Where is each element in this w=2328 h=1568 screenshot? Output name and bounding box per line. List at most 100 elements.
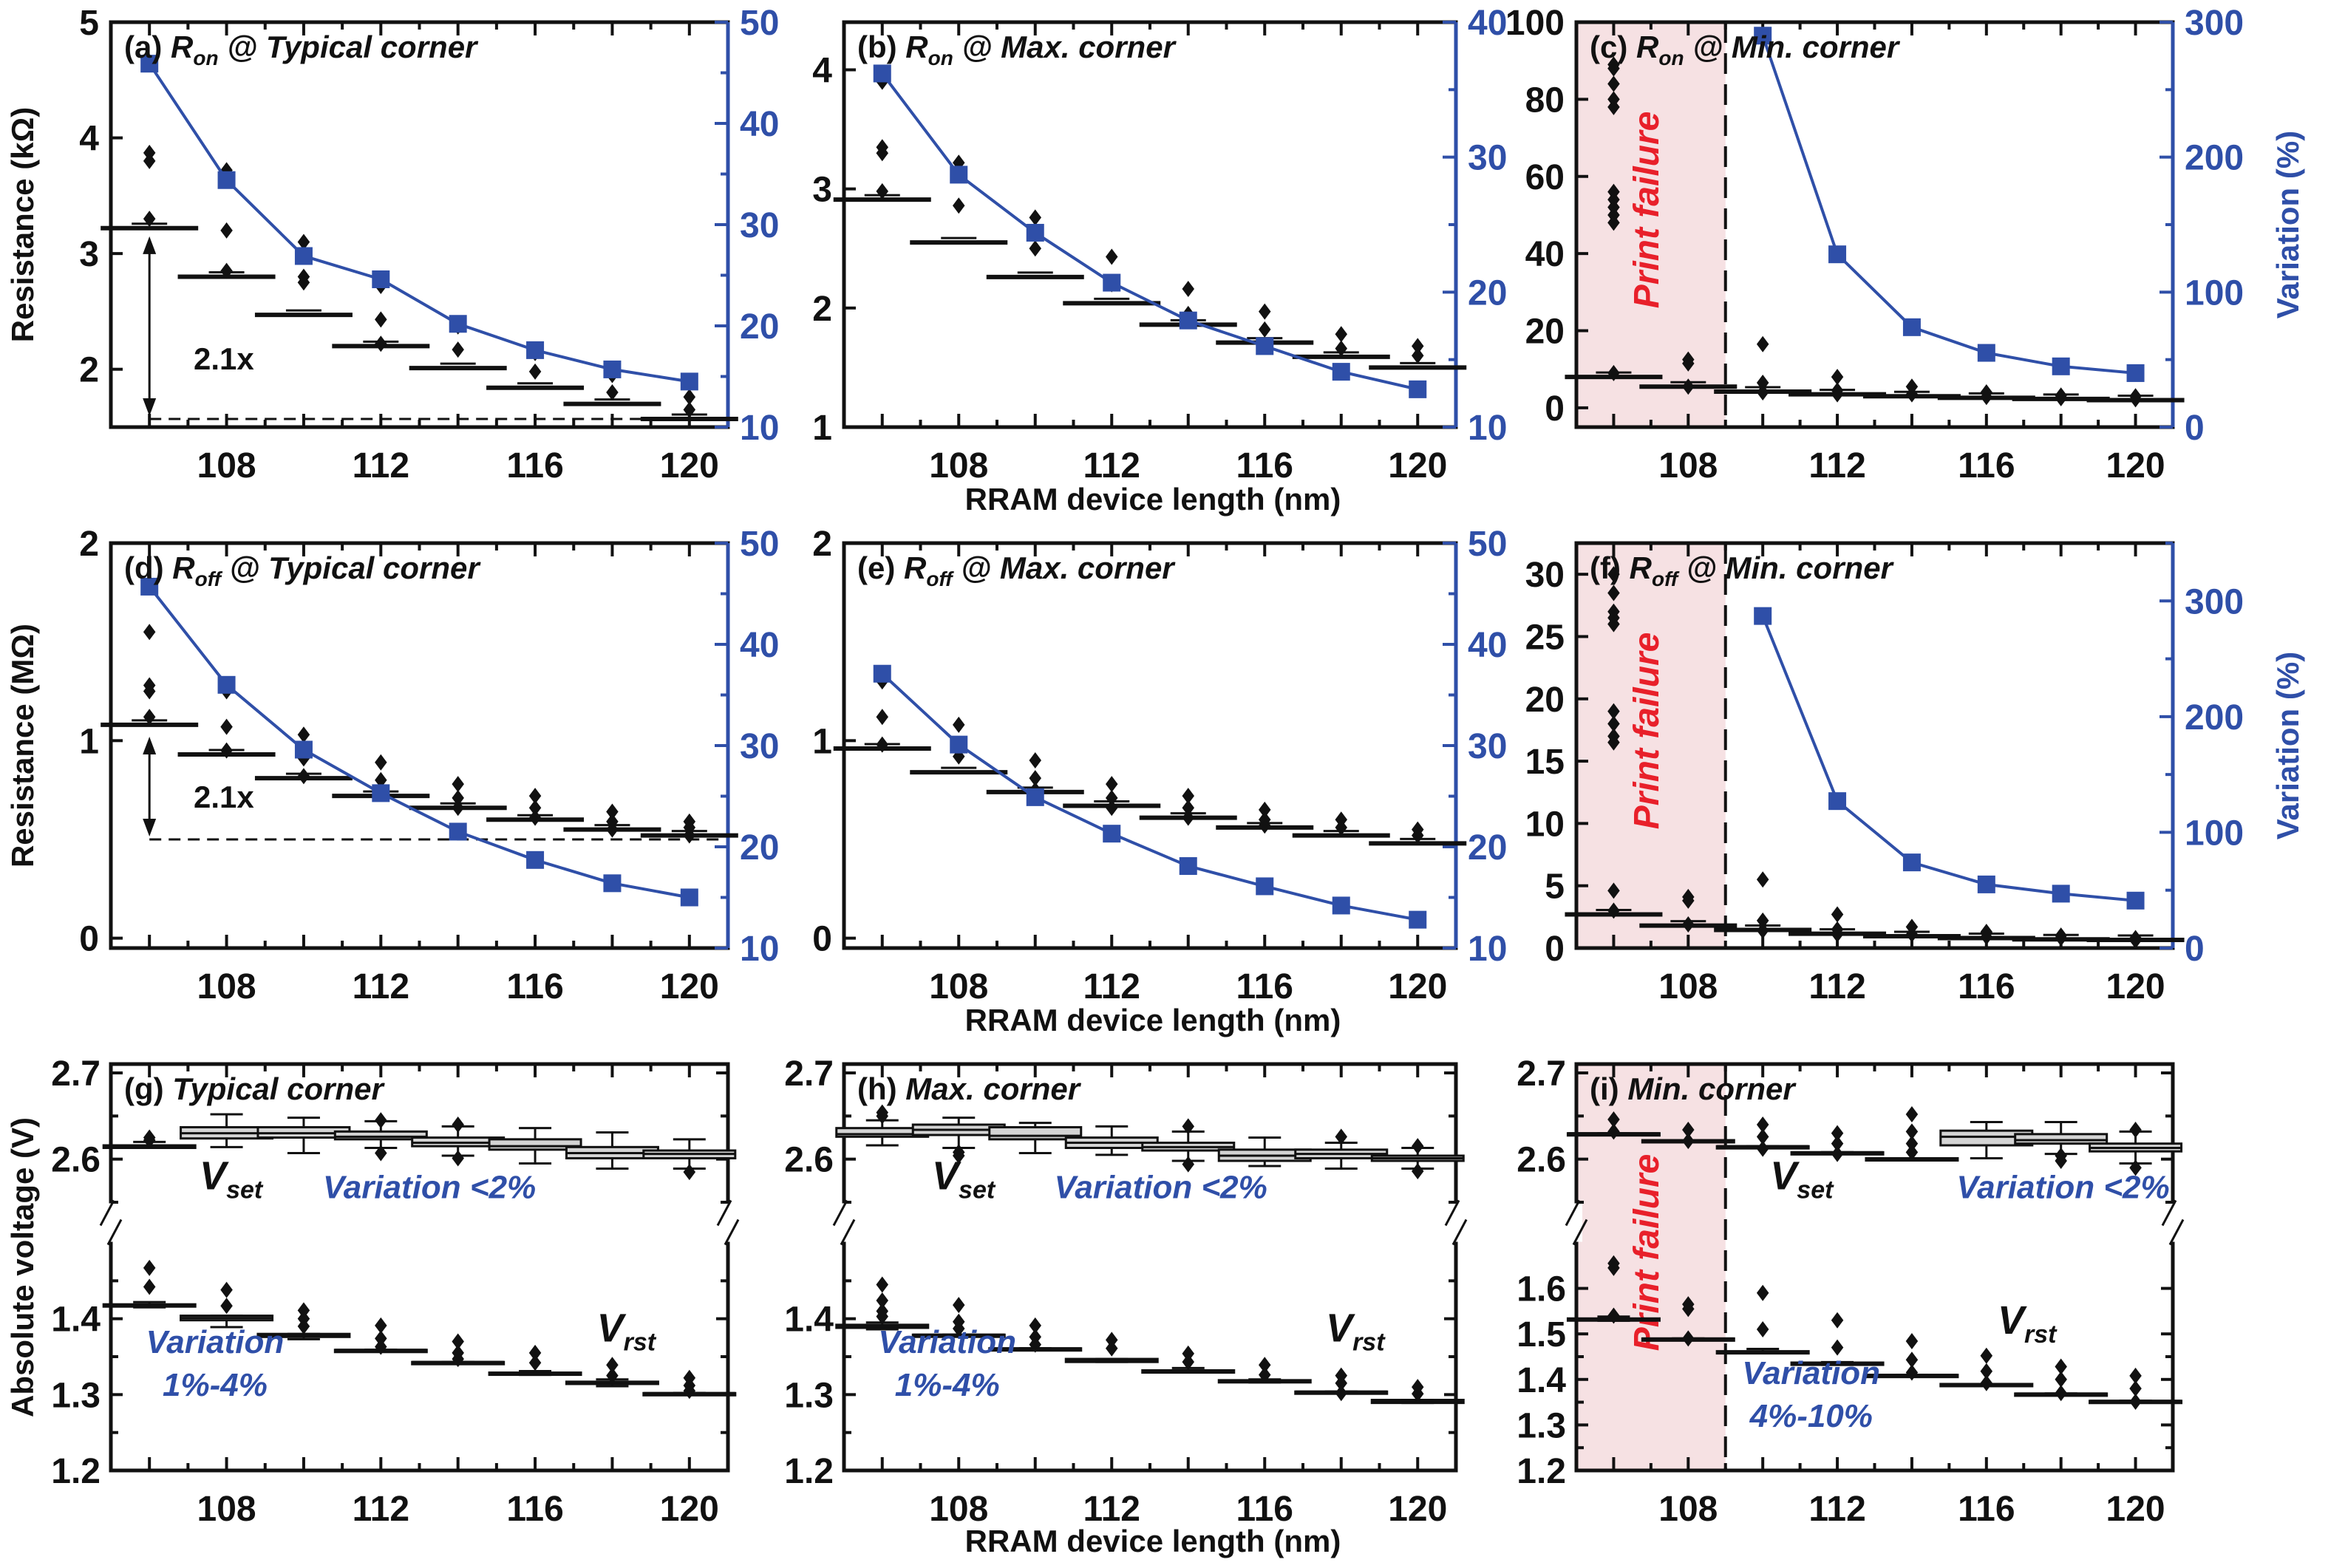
vrst-outlier: [1905, 1364, 1919, 1381]
panel-title-sub: off: [1652, 567, 1680, 590]
vset-label: Vset: [932, 1154, 996, 1204]
panel-title: (e) Roff @ Max. corner: [857, 550, 1176, 590]
vrst-label: Vrst: [1326, 1306, 1386, 1356]
panel-title-suffix: @ Min. corner: [1684, 30, 1901, 64]
outlier-point: [1607, 584, 1620, 601]
variation-marker: [1977, 875, 1995, 893]
ratio-annotation: 2.1x: [194, 341, 254, 376]
outlier-point: [375, 335, 387, 352]
outlier-point: [1029, 240, 1041, 257]
outlier-point: [2129, 932, 2142, 949]
x-tick-label: 108: [929, 967, 988, 1006]
vrst-label-sub: rst: [1352, 1328, 1386, 1356]
y-tick-label: 1.3: [1517, 1406, 1566, 1445]
x-tick-label: 112: [353, 967, 409, 1006]
vrst-label-var: V: [1998, 1298, 2027, 1343]
y-tick-label: 1.3: [784, 1376, 834, 1415]
x-tick-label: 120: [1388, 967, 1447, 1006]
variation-marker: [1332, 896, 1350, 915]
vrst-outlier: [1980, 1374, 1993, 1391]
vset-outlier: [2129, 1159, 2142, 1176]
vset-outlier: [1905, 1123, 1919, 1140]
axis-break-mark: [1451, 1218, 1468, 1246]
vrst-label: Vrst: [597, 1306, 657, 1356]
y-tick-label: 4: [79, 120, 99, 159]
x-axis-title-row3: RRAM device length (nm): [965, 1524, 1341, 1558]
x-tick-label: 112: [1808, 1490, 1865, 1529]
print-failure-label: Print failure: [1627, 633, 1667, 830]
outlier-point: [220, 262, 233, 279]
x-tick-label: 108: [1658, 1490, 1718, 1529]
axis-break-mark: [106, 1218, 123, 1246]
outlier-point: [1259, 303, 1271, 320]
y-tick-label: 25: [1525, 618, 1565, 657]
outlier-point: [220, 742, 233, 759]
axis-break-gap: [1570, 1203, 1582, 1242]
vrst-outlier: [2129, 1367, 2142, 1384]
y2-tick-label: 30: [740, 206, 779, 245]
vset-outlier: [452, 1117, 464, 1133]
x-tick-label: 108: [197, 1490, 256, 1529]
vrst-outlier: [1029, 1336, 1041, 1353]
variation-marker: [1256, 877, 1274, 896]
outlier-point: [452, 800, 464, 817]
outlier-point: [2055, 389, 2067, 406]
y2-tick-label: 100: [2185, 273, 2244, 313]
x-tick-label: 108: [929, 1490, 988, 1529]
variation-line: [1761, 35, 2136, 375]
vset-outlier: [1682, 1122, 1695, 1138]
panel-title: (g) Typical corner: [124, 1071, 386, 1106]
x-axis-title-row2: RRAM device length (nm): [965, 1003, 1341, 1037]
axis-break-gap: [722, 1203, 734, 1242]
vrst-outlier: [297, 1302, 310, 1319]
vset-outlier: [1607, 1111, 1620, 1128]
y2-tick-label: 10: [1468, 409, 1507, 448]
outlier-point: [143, 152, 156, 169]
y2-tick-label: 50: [740, 525, 779, 564]
vrst-outlier: [2055, 1385, 2067, 1402]
y-tick-label: 1.4: [784, 1301, 834, 1340]
variation-marker: [217, 171, 236, 189]
variation-marker: [294, 740, 313, 759]
panel-letter: (i): [1590, 1071, 1627, 1106]
panel-title-var: R: [904, 550, 927, 585]
vset-outlier: [953, 1148, 965, 1164]
arrow-up-icon: [143, 236, 157, 254]
x-tick-label: 112: [1808, 967, 1865, 1006]
outlier-point: [2129, 391, 2142, 408]
vset-label-sub: set: [1797, 1176, 1834, 1204]
y2-axis-title: Variation (%): [2270, 131, 2305, 318]
vset-variation-label: Variation <2%: [323, 1170, 536, 1206]
vset-outlier: [1905, 1135, 1919, 1152]
y-tick-label: 15: [1525, 743, 1565, 782]
outlier-point: [1607, 98, 1620, 115]
variation-line: [1761, 615, 2136, 902]
outlier-point: [1029, 209, 1041, 226]
y-tick-label: 1.2: [784, 1452, 834, 1491]
vset-outlier: [1182, 1118, 1194, 1135]
y-tick-label: 2.6: [51, 1141, 101, 1180]
outlier-point: [1106, 789, 1118, 806]
y2-tick-label: 200: [2185, 139, 2244, 178]
y2-tick-label: 20: [1468, 828, 1507, 867]
axis-break-mark: [1572, 1218, 1588, 1246]
vrst-outlier: [1259, 1366, 1271, 1383]
arrow-down-icon: [143, 818, 157, 836]
outlier-point: [143, 709, 156, 726]
outlier-point: [528, 788, 542, 805]
outlier-point: [528, 363, 542, 380]
vrst-outlier: [876, 1292, 888, 1309]
vrst-outlier: [953, 1320, 965, 1337]
outlier-point: [1182, 800, 1194, 817]
panel-title: (c) Ron @ Min. corner: [1590, 30, 1901, 69]
y-axis-title: Resistance (kΩ): [5, 107, 40, 342]
vrst-outlier: [1607, 1259, 1620, 1276]
y-tick-label: 0: [79, 920, 99, 959]
outlier-point: [1831, 926, 1844, 943]
panel-title: (h) Max. corner: [857, 1071, 1082, 1106]
axis-break-mark: [1565, 1199, 1581, 1227]
y-tick-label: 100: [1505, 4, 1565, 43]
outlier-point: [876, 736, 888, 753]
variation-marker: [1828, 792, 1847, 811]
variation-marker: [1103, 825, 1121, 843]
